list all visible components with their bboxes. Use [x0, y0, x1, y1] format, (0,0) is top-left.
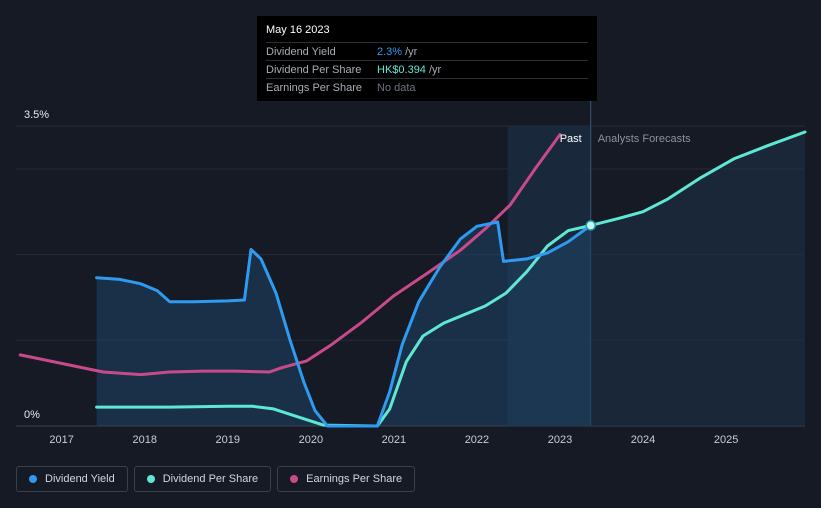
- tooltip-point-marker: [585, 220, 596, 231]
- series-lines: [18, 130, 807, 428]
- legend-dot-icon: [290, 475, 299, 483]
- x-tick-label: 2020: [299, 434, 323, 446]
- y-axis: 0% 3.5%: [24, 109, 49, 421]
- legend-label: Earnings Per Share: [306, 473, 403, 485]
- legend-label: Dividend Per Share: [162, 473, 259, 485]
- tooltip-row-earnings-per-share: Earnings Per Share No data: [266, 78, 588, 96]
- x-tick-label: 2025: [714, 434, 738, 446]
- chart-plot: 2017 2018 2019 2020 2021 2022 2023 2024 2025 0% 3…: [16, 101, 807, 446]
- tooltip-suffix: /yr: [428, 63, 442, 76]
- tooltip-label: Dividend Per Share: [266, 63, 362, 76]
- x-axis: 2017 2018 2019 2020 2021 2022 2023 2024 2025: [49, 434, 738, 446]
- legend-dot-icon: [29, 475, 37, 483]
- x-tick-label: 2017: [49, 434, 73, 446]
- tooltip-date: May 16 2023: [266, 24, 330, 36]
- x-tick-label: 2024: [631, 434, 655, 446]
- tooltip-row-dividend-per-share: Dividend Per Share HK$0.394 /yr: [266, 60, 588, 78]
- x-tick-label: 2019: [216, 434, 240, 446]
- dividend-yield-line: [95, 220, 593, 428]
- y-tick-label: 3.5%: [24, 109, 49, 121]
- tooltip-value: HK$0.394: [377, 63, 426, 76]
- legend-label: Dividend Yield: [45, 473, 115, 485]
- forecast-region-label: Analysts Forecasts: [598, 133, 691, 145]
- legend-dot-icon: [146, 475, 155, 483]
- x-tick-label: 2021: [382, 434, 406, 446]
- tooltip-label: Dividend Yield: [266, 45, 336, 58]
- dividend-per-share-line: [95, 130, 807, 428]
- dividend-yield-area: [96, 132, 805, 426]
- earnings-per-share-line: [18, 133, 562, 377]
- past-region-label: Past: [560, 133, 582, 145]
- tooltip-label: Earnings Per Share: [266, 81, 362, 94]
- dividend-yield-fill: [96, 222, 591, 426]
- tooltip: May 16 2023 Dividend Yield 2.3% /yr Divi…: [257, 16, 597, 101]
- tooltip-value: 2.3%: [377, 45, 403, 58]
- legend-dividend-per-share[interactable]: Dividend Per Share: [133, 466, 272, 492]
- x-tick-label: 2018: [132, 434, 156, 446]
- tooltip-value: No data: [377, 81, 416, 94]
- tooltip-row-dividend-yield: Dividend Yield 2.3% /yr: [266, 42, 588, 60]
- x-tick-label: 2022: [465, 434, 489, 446]
- forecast-area: [590, 132, 805, 426]
- tooltip-markers: [585, 220, 596, 231]
- y-tick-label: 0%: [24, 409, 40, 421]
- legend: Dividend Yield Dividend Per Share Earnin…: [16, 466, 416, 492]
- x-tick-label: 2023: [548, 434, 572, 446]
- tooltip-suffix: /yr: [405, 45, 418, 58]
- legend-dividend-yield[interactable]: Dividend Yield: [16, 466, 128, 492]
- legend-earnings-per-share[interactable]: Earnings Per Share: [277, 466, 416, 492]
